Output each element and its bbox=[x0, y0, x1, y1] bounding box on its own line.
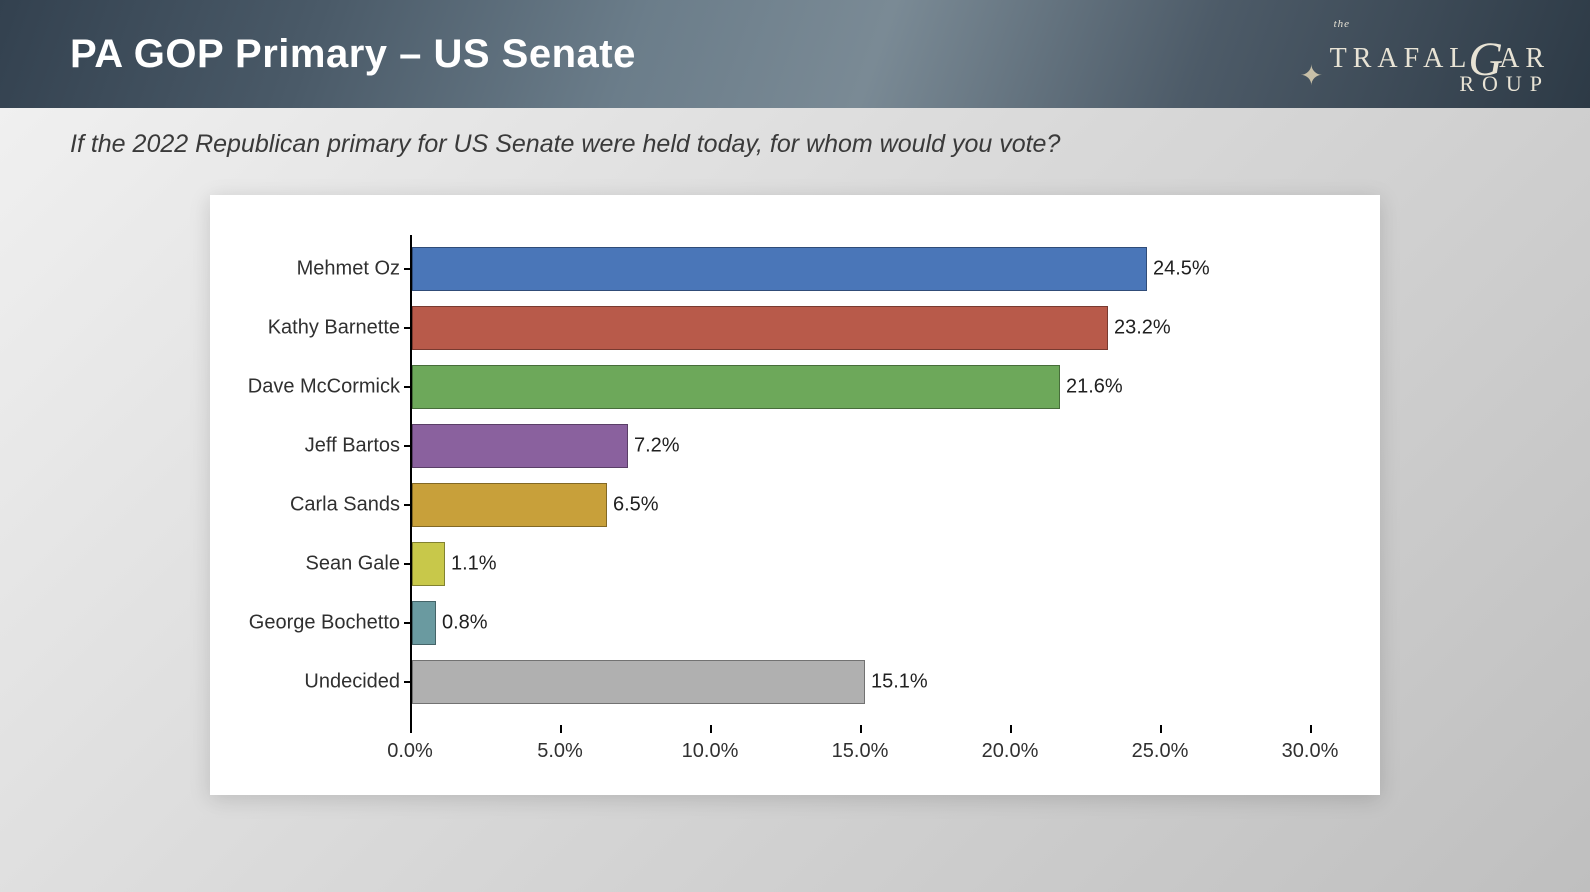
bar-value-label: 7.2% bbox=[634, 435, 680, 458]
bar bbox=[412, 247, 1147, 291]
y-tick bbox=[404, 622, 412, 624]
x-tick bbox=[710, 725, 712, 733]
bar-value-label: 1.1% bbox=[451, 553, 497, 576]
category-label: Carla Sands bbox=[290, 494, 400, 517]
x-tick bbox=[560, 725, 562, 733]
bar bbox=[412, 424, 628, 468]
x-tick-label: 0.0% bbox=[387, 740, 433, 763]
x-tick bbox=[1160, 725, 1162, 733]
bar bbox=[412, 660, 865, 704]
y-tick bbox=[404, 563, 412, 565]
y-tick bbox=[404, 327, 412, 329]
x-tick-label: 15.0% bbox=[832, 740, 889, 763]
x-tick-label: 30.0% bbox=[1282, 740, 1339, 763]
logo-the: the bbox=[1334, 18, 1550, 30]
logo-text-roup: ROUP bbox=[1330, 71, 1550, 97]
bar bbox=[412, 306, 1108, 350]
header-banner: PA GOP Primary – US Senate the ✦ TRAFALG… bbox=[0, 0, 1590, 108]
bar bbox=[412, 601, 436, 645]
category-label: Sean Gale bbox=[305, 553, 400, 576]
category-label: George Bochetto bbox=[249, 612, 400, 635]
bar-value-label: 21.6% bbox=[1066, 376, 1123, 399]
bar bbox=[412, 483, 607, 527]
x-tick-label: 25.0% bbox=[1132, 740, 1189, 763]
y-tick bbox=[404, 268, 412, 270]
logo-main-line: ✦ TRAFALGAR bbox=[1330, 30, 1550, 73]
page-title: PA GOP Primary – US Senate bbox=[70, 32, 636, 77]
bar bbox=[412, 365, 1060, 409]
bar-value-label: 24.5% bbox=[1153, 258, 1210, 281]
y-tick bbox=[404, 445, 412, 447]
chart-card: 0.0% 5.0% 10.0% 15.0% 20.0% 25.0% 30.0% Mehmet … bbox=[210, 195, 1380, 795]
category-label: Undecided bbox=[304, 671, 400, 694]
x-tick-label: 5.0% bbox=[537, 740, 583, 763]
poll-question: If the 2022 Republican primary for US Se… bbox=[0, 108, 1590, 159]
x-tick-label: 10.0% bbox=[682, 740, 739, 763]
logo-text-ar: AR bbox=[1499, 43, 1550, 74]
category-label: Jeff Bartos bbox=[305, 435, 400, 458]
y-tick bbox=[404, 504, 412, 506]
bar-value-label: 15.1% bbox=[871, 671, 928, 694]
trafalgar-logo: the ✦ TRAFALGAR ROUP bbox=[1330, 18, 1550, 97]
compass-star-icon: ✦ bbox=[1300, 64, 1329, 89]
y-tick bbox=[404, 681, 412, 683]
x-tick bbox=[860, 725, 862, 733]
x-tick bbox=[1310, 725, 1312, 733]
x-tick-label: 20.0% bbox=[982, 740, 1039, 763]
x-tick bbox=[410, 725, 412, 733]
chart-plot-area: 0.0%5.0%10.0%15.0%20.0%25.0%30.0%Mehmet … bbox=[410, 235, 1310, 725]
y-tick bbox=[404, 386, 412, 388]
bar bbox=[412, 542, 445, 586]
category-label: Kathy Barnette bbox=[268, 317, 400, 340]
bar-value-label: 0.8% bbox=[442, 612, 488, 635]
category-label: Mehmet Oz bbox=[297, 258, 400, 281]
bar-value-label: 6.5% bbox=[613, 494, 659, 517]
category-label: Dave McCormick bbox=[248, 376, 400, 399]
bar-value-label: 23.2% bbox=[1114, 317, 1171, 340]
x-tick bbox=[1010, 725, 1012, 733]
logo-text-g: G bbox=[1468, 38, 1503, 81]
logo-text-trafal: TRAFAL bbox=[1330, 43, 1473, 74]
